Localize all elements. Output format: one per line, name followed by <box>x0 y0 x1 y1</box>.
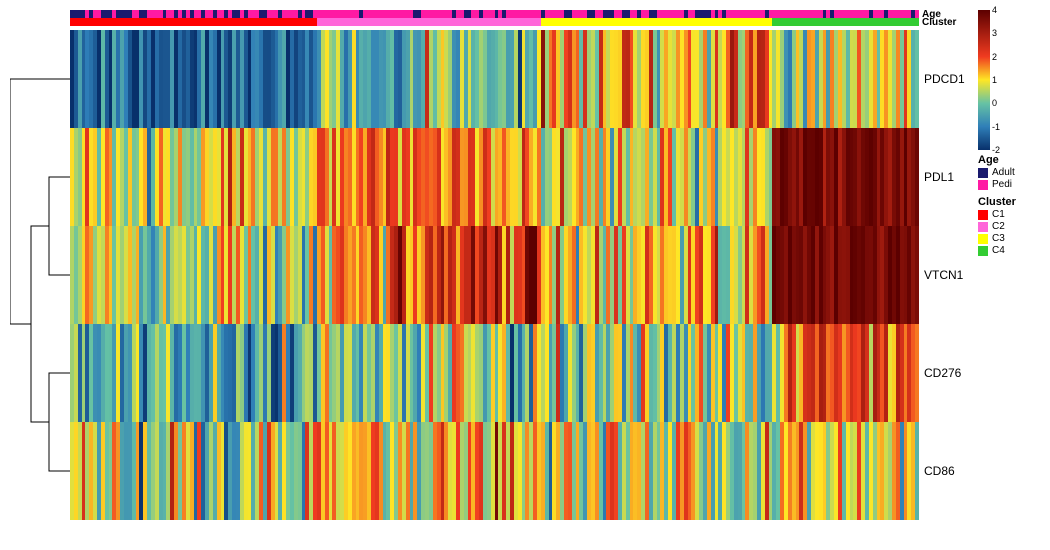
legend-age-title: Age <box>978 154 1050 166</box>
color-scale-bar: 43210-1-2 <box>978 10 990 150</box>
row-label: PDL1 <box>920 128 970 226</box>
legend-cluster-item: C4 <box>978 245 1050 256</box>
row-label: PDCD1 <box>920 30 970 128</box>
heatmap-row <box>70 226 920 324</box>
legend-cluster-title: Cluster <box>978 196 1050 208</box>
heatmap-row <box>70 422 920 520</box>
heatmap-row <box>70 30 920 128</box>
row-label: CD276 <box>920 324 970 422</box>
legend-cluster-item: C3 <box>978 233 1050 244</box>
legend-age-item: Pedi <box>978 179 1050 190</box>
annotation-row-cluster <box>70 18 920 26</box>
row-label: VTCN1 <box>920 226 970 324</box>
heatmap-row <box>70 128 920 226</box>
legend: 43210-1-2 Age AdultPedi Cluster C1C2C3C4 <box>970 10 1050 520</box>
legend-cluster-item: C1 <box>978 209 1050 220</box>
heatmap-body <box>70 30 920 520</box>
row-labels: Age Cluster PDCD1PDL1VTCN1CD276CD86 <box>920 10 970 520</box>
annotation-label-cluster: Cluster <box>920 18 970 26</box>
legend-cluster-item: C2 <box>978 221 1050 232</box>
heatmap-row <box>70 324 920 422</box>
legend-age-item: Adult <box>978 167 1050 178</box>
heatmap-figure: Age Cluster PDCD1PDL1VTCN1CD276CD86 4321… <box>10 10 1050 520</box>
heatmap-main <box>70 10 920 520</box>
annotation-row-age <box>70 10 920 18</box>
row-dendrogram <box>10 10 70 520</box>
row-label: CD86 <box>920 422 970 520</box>
